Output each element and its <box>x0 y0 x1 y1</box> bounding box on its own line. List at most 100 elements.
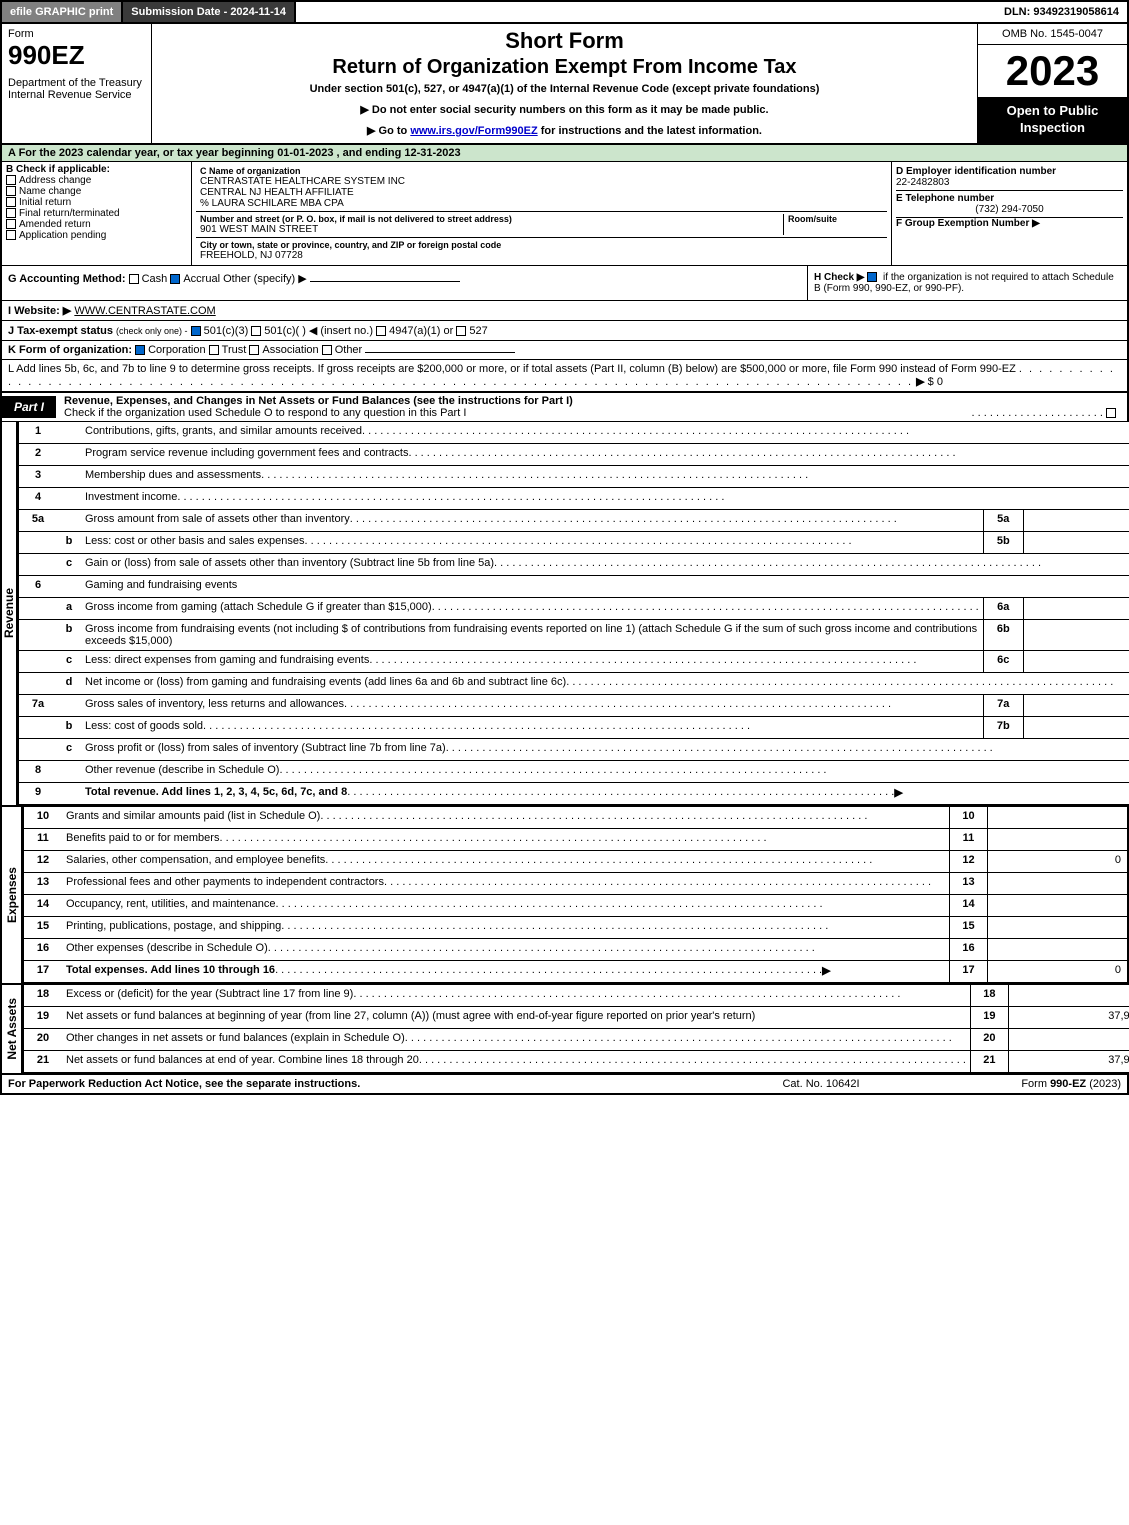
line-description: Gross sales of inventory, less returns a… <box>81 695 983 716</box>
inner-box-val: 0 <box>1023 532 1129 553</box>
room-label: Room/suite <box>788 214 883 224</box>
org-name-block: C Name of organization CENTRASTATE HEALT… <box>196 164 887 212</box>
check-final-return[interactable]: Final return/terminated <box>6 208 187 219</box>
check-initial-return[interactable]: Initial return <box>6 197 187 208</box>
line-g-h-row: G Accounting Method: Cash Accrual Other … <box>0 266 1129 301</box>
line-number: 1 <box>19 422 57 443</box>
right-line-val: 37,916 <box>1008 1051 1129 1072</box>
line-description: Program service revenue including govern… <box>81 444 1129 465</box>
addr-label: Number and street (or P. O. box, if mail… <box>200 214 783 224</box>
line-5a: 5aGross amount from sale of assets other… <box>17 510 1129 532</box>
line-description: Grants and similar amounts paid (list in… <box>62 807 949 828</box>
right-line-num: 10 <box>949 807 987 828</box>
check-association[interactable] <box>249 345 259 355</box>
tel-label: E Telephone number <box>896 193 1123 204</box>
right-line-val <box>1008 1029 1129 1050</box>
check-other-org[interactable] <box>322 345 332 355</box>
line-3: 3Membership dues and assessments . . . .… <box>17 466 1129 488</box>
line-sub <box>57 422 81 443</box>
line-number: 10 <box>24 807 62 828</box>
line-2: 2Program service revenue including gover… <box>17 444 1129 466</box>
cash-label: Cash <box>142 273 168 285</box>
right-line-val <box>987 829 1127 850</box>
short-form-title: Short Form <box>158 28 971 54</box>
org-name-3: % LAURA SCHILARE MBA CPA <box>200 198 883 209</box>
check-address-change[interactable]: Address change <box>6 175 187 186</box>
line-number <box>19 620 57 650</box>
right-line-num: 13 <box>949 873 987 894</box>
line-sub: c <box>57 651 81 672</box>
footer-cat-no: Cat. No. 10642I <box>721 1078 921 1090</box>
line-number: 3 <box>19 466 57 487</box>
check-application-pending[interactable]: Application pending <box>6 230 187 241</box>
city-label: City or town, state or province, country… <box>200 240 883 250</box>
line-sub <box>57 444 81 465</box>
line-description: Total revenue. Add lines 1, 2, 3, 4, 5c,… <box>81 783 1129 804</box>
city-state-zip: FREEHOLD, NJ 07728 <box>200 250 883 261</box>
instructions-link-line: ▶ Go to www.irs.gov/Form990EZ for instru… <box>158 124 971 137</box>
telephone-block: E Telephone number (732) 294-7050 <box>896 191 1123 218</box>
column-b-checkboxes: B Check if applicable: Address change Na… <box>2 162 192 265</box>
line-description: Less: cost of goods sold . . . . . . . .… <box>81 717 983 738</box>
check-501c3[interactable] <box>191 326 201 336</box>
check-cash[interactable] <box>129 274 139 284</box>
check-4947[interactable] <box>376 326 386 336</box>
right-line-num: 21 <box>970 1051 1008 1072</box>
efile-print-button[interactable]: efile GRAPHIC print <box>2 2 123 22</box>
j-sub: (check only one) - <box>116 326 188 336</box>
check-501c[interactable] <box>251 326 261 336</box>
line-description: Gaming and fundraising events <box>81 576 1129 597</box>
l-arrow-icon: ▶ <box>916 376 924 388</box>
opt-4947: 4947(a)(1) or <box>389 325 453 337</box>
check-trust[interactable] <box>209 345 219 355</box>
check-name-change[interactable]: Name change <box>6 186 187 197</box>
line-description: Benefits paid to or for members . . . . … <box>62 829 949 850</box>
top-bar: efile GRAPHIC print Submission Date - 20… <box>0 0 1129 24</box>
k-label: K Form of organization: <box>8 344 132 356</box>
right-line-val: 0 <box>1008 985 1129 1006</box>
other-org-input[interactable] <box>365 352 515 353</box>
line-7b: bLess: cost of goods sold . . . . . . . … <box>17 717 1129 739</box>
inner-box-val <box>1023 695 1129 716</box>
right-line-num: 11 <box>949 829 987 850</box>
org-name-1: CENTRASTATE HEALTHCARE SYSTEM INC <box>200 176 883 187</box>
line-description: Gross amount from sale of assets other t… <box>81 510 983 531</box>
line-g: G Accounting Method: Cash Accrual Other … <box>2 266 807 300</box>
line-12: 12Salaries, other compensation, and empl… <box>22 851 1129 873</box>
line-number: 6 <box>19 576 57 597</box>
ein-value: 22-2482803 <box>896 177 1123 188</box>
g-label: G Accounting Method: <box>8 273 126 285</box>
right-line-num: 20 <box>970 1029 1008 1050</box>
irs-link[interactable]: www.irs.gov/Form990EZ <box>410 125 537 137</box>
org-name-2: CENTRAL NJ HEALTH AFFILIATE <box>200 187 883 198</box>
line-number: 18 <box>24 985 62 1006</box>
inner-box-num: 6a <box>983 598 1023 619</box>
line-17: 17Total expenses. Add lines 10 through 1… <box>22 961 1129 983</box>
line-5c: cGain or (loss) from sale of assets othe… <box>17 554 1129 576</box>
check-accrual[interactable] <box>170 274 180 284</box>
line-6: 6 Gaming and fundraising events <box>17 576 1129 598</box>
group-arrow-icon: ▶ <box>1032 218 1040 229</box>
submission-date-button[interactable]: Submission Date - 2024-11-14 <box>123 2 296 22</box>
check-amended-return[interactable]: Amended return <box>6 219 187 230</box>
footer-right: Form 990-EZ (2023) <box>921 1078 1121 1090</box>
right-line-val <box>987 807 1127 828</box>
check-527[interactable] <box>456 326 466 336</box>
line-number: 11 <box>24 829 62 850</box>
dln-label: DLN: 93492319058614 <box>996 2 1127 22</box>
check-schedule-b[interactable] <box>867 272 877 282</box>
inner-box-num: 5b <box>983 532 1023 553</box>
line-description: Net assets or fund balances at end of ye… <box>62 1051 970 1072</box>
line-sub: a <box>57 598 81 619</box>
check-schedule-o[interactable] <box>1106 408 1116 418</box>
line-description: Salaries, other compensation, and employ… <box>62 851 949 872</box>
line-number: 15 <box>24 917 62 938</box>
right-line-val: 0 <box>987 961 1127 982</box>
other-specify-input[interactable] <box>310 281 460 282</box>
line-number: 8 <box>19 761 57 782</box>
tax-year: 2023 <box>978 45 1127 97</box>
line-6a: aGross income from gaming (attach Schedu… <box>17 598 1129 620</box>
opt-501c3: 501(c)(3) <box>204 325 249 337</box>
header-left: Form 990EZ Department of the Treasury In… <box>2 24 152 143</box>
check-corporation[interactable] <box>135 345 145 355</box>
